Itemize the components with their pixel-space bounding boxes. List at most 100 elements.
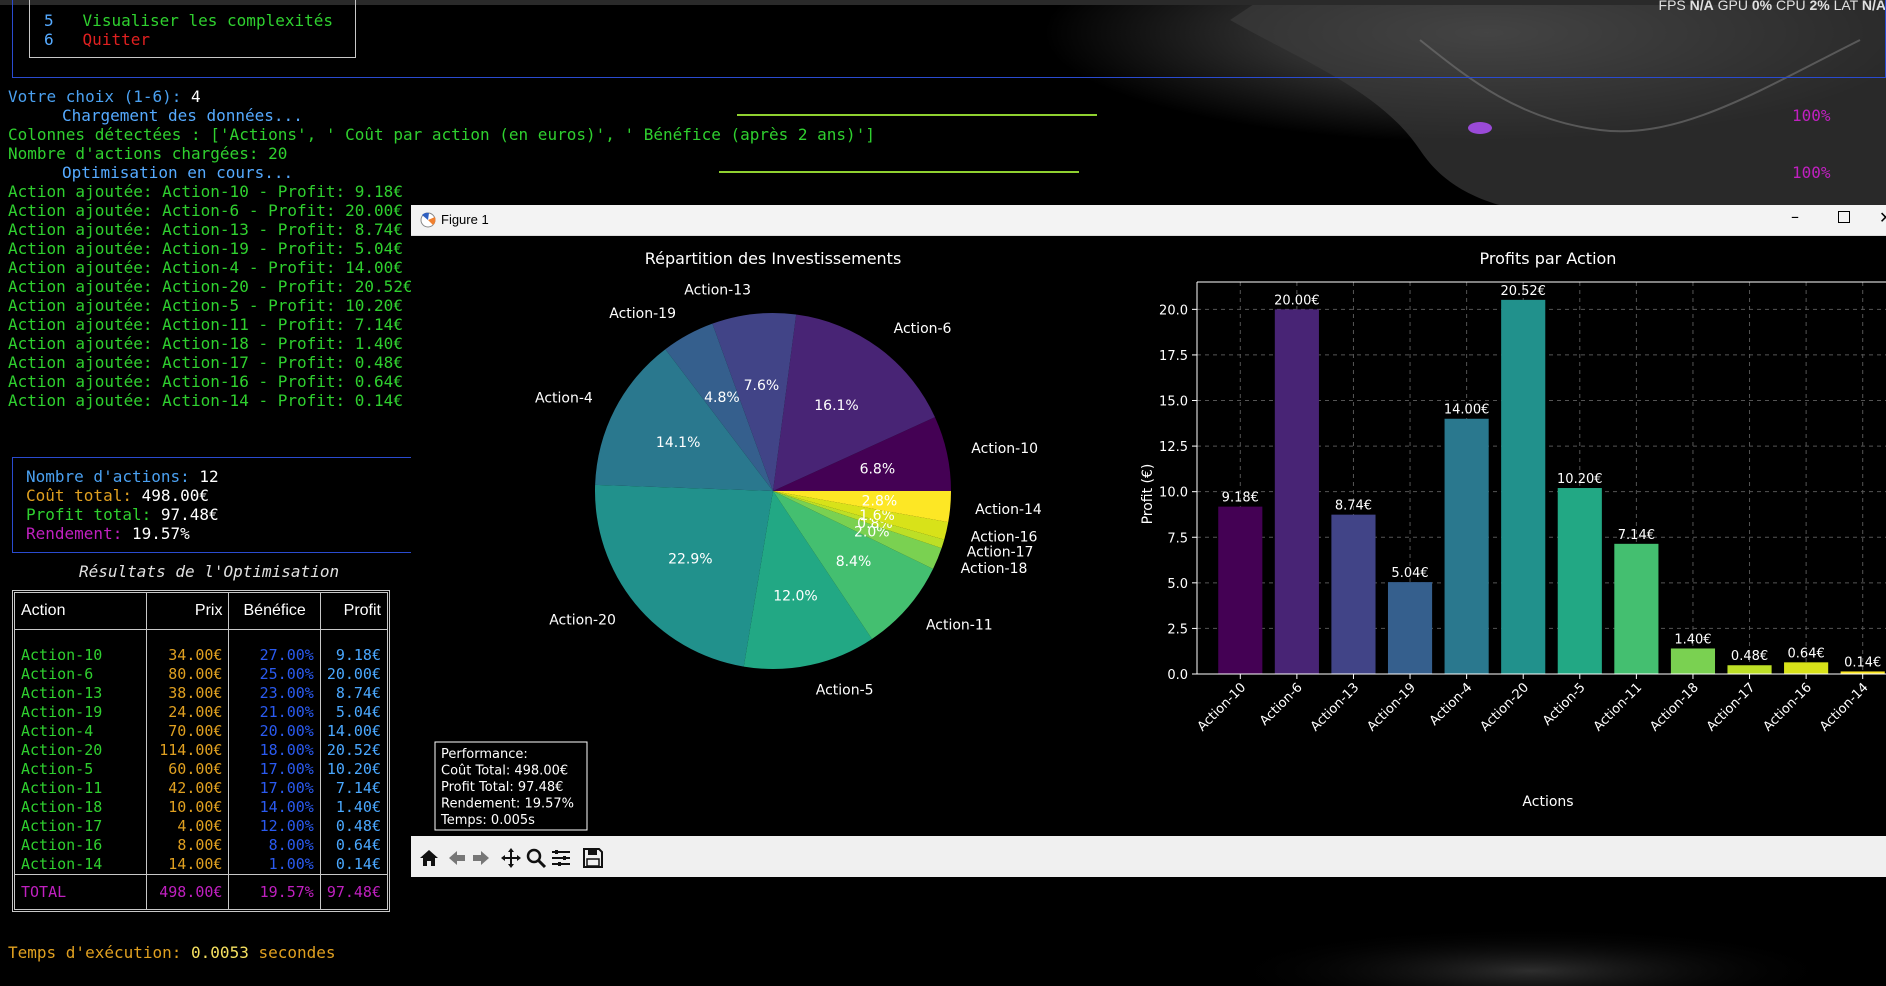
bar-xlabel: Actions [1522, 794, 1573, 810]
col-benefice-values: 27.00% 25.00% 23.00% 21.00% 20.00% 18.00% 17.0… [228, 629, 321, 875]
bar-value-label: 0.48€ [1731, 649, 1768, 664]
added-action-line: Action ajoutée: Action-4 - Profit: 14.00… [8, 258, 403, 277]
results-cell: 38.00€ [168, 684, 223, 702]
results-cell: Action-13 [21, 684, 103, 702]
forward-arrow-icon[interactable] [469, 846, 493, 870]
bar [1840, 671, 1885, 674]
bar-title: Profits par Action [1480, 249, 1617, 268]
results-cell: 0.64€ [335, 836, 381, 854]
bar [1614, 543, 1659, 674]
pie-slice [773, 491, 934, 639]
x-tick-label: Action-18 [1647, 680, 1701, 734]
figure-titlebar[interactable]: Figure 1 – ✕ [411, 205, 1886, 236]
y-tick-label: 0.0 [1167, 668, 1188, 683]
pie-pct-label: 16.1% [814, 398, 858, 414]
summary-profit: Profit total: 97.48€ [26, 505, 219, 524]
loading-line: Chargement des données... [62, 106, 303, 125]
results-cell: 5.04€ [335, 703, 381, 721]
pie-pct-label: 22.9% [668, 552, 712, 568]
results-cell: 14.00€ [168, 855, 223, 873]
summary-yield: Rendement: 19.57% [26, 524, 190, 543]
pie-pct-label: 8.4% [836, 554, 872, 570]
results-cell: 10.00€ [168, 798, 223, 816]
pie-slice [595, 349, 773, 491]
performance-text: Performance: Coût Total: 498.00€Profit To… [440, 747, 574, 828]
x-tick-label: Action-4 [1427, 680, 1476, 729]
x-tick-label: Action-16 [1761, 680, 1815, 734]
results-cell: 114.00€ [159, 741, 223, 759]
wallpaper-art [1000, 0, 1886, 986]
results-cell: 21.00% [259, 703, 314, 721]
results-cell: 60.00€ [168, 760, 223, 778]
top-status-strip [0, 0, 1886, 5]
pie-slice [773, 491, 951, 523]
pie-slice-label: Action-19 [609, 306, 676, 322]
performance-line: Performance: [441, 747, 528, 762]
summary-box [12, 457, 413, 553]
close-icon[interactable]: ✕ [1879, 208, 1886, 227]
back-arrow-icon[interactable] [445, 846, 469, 870]
pie-slice [773, 491, 942, 569]
results-cell: Action-17 [21, 817, 103, 835]
added-action-line: Action ajoutée: Action-17 - Profit: 0.48… [8, 353, 403, 372]
y-tick-label: 7.5 [1167, 531, 1188, 546]
total-benefice: 19.57% [228, 874, 321, 909]
results-cell: Action-19 [21, 703, 103, 721]
x-tick-label: Action-5 [1540, 680, 1589, 729]
bar-value-label: 5.04€ [1391, 566, 1428, 581]
results-cell: 7.14€ [335, 779, 381, 797]
performance-line: Rendement: 19.57% [441, 797, 574, 812]
results-cell: 20.00€ [326, 665, 381, 683]
menu-frame-bottom [12, 77, 1886, 78]
figure-canvas: Répartition des Investissements 6.8% Acti… [434, 249, 1886, 831]
added-action-line: Action ajoutée: Action-19 - Profit: 5.04… [8, 239, 403, 258]
pie-pct-label: 6.8% [860, 461, 896, 477]
bar [1784, 662, 1829, 674]
total-prix: 498.00€ [146, 874, 229, 909]
results-cell: 20.52€ [326, 741, 381, 759]
results-cell: 23.00% [259, 684, 314, 702]
pan-move-icon[interactable] [499, 846, 523, 870]
results-cell: 27.00% [259, 646, 314, 664]
results-cell: 1.00% [268, 855, 314, 873]
col-header-benefice: Bénéfice [228, 593, 321, 630]
y-tick-label: 2.5 [1167, 622, 1188, 637]
save-icon[interactable] [581, 846, 605, 870]
columns-line: Colonnes détectées : ['Actions', ' Coût … [8, 125, 875, 144]
results-cell: 8.00% [268, 836, 314, 854]
maximize-icon[interactable] [1838, 211, 1850, 223]
bar-value-label: 7.14€ [1618, 528, 1655, 543]
y-tick-label: 10.0 [1159, 486, 1188, 501]
bar [1727, 665, 1772, 674]
pie-slice-label: Action-16 [971, 530, 1038, 546]
pie-slice [773, 491, 949, 540]
results-cell: 20.00% [259, 722, 314, 740]
results-cell: 25.00% [259, 665, 314, 683]
x-tick-label: Action-14 [1817, 680, 1871, 734]
results-cell: 14.00% [259, 798, 314, 816]
zoom-icon[interactable] [524, 846, 548, 870]
x-tick-label: Action-11 [1591, 680, 1645, 734]
pie-pct-label: 14.1% [656, 435, 700, 451]
results-cell: 34.00€ [168, 646, 223, 664]
pie-pct-label: 2.8% [862, 493, 898, 509]
pie-slice [773, 314, 935, 491]
configure-subplots-icon[interactable] [549, 846, 573, 870]
pie-slice-label: Action-4 [535, 391, 593, 407]
results-cell: 17.00% [259, 760, 314, 778]
total-profit: 97.48€ [319, 874, 387, 909]
results-cell: Action-4 [21, 722, 94, 740]
results-cell: 14.00€ [326, 722, 381, 740]
home-icon[interactable] [417, 846, 441, 870]
results-cell: Action-20 [21, 741, 103, 759]
bar-value-label: 0.14€ [1844, 655, 1881, 670]
pie-pct-label: 1.6% [859, 508, 895, 524]
results-cell: 42.00€ [168, 779, 223, 797]
choice-prompt: Votre choix (1-6): 4 [8, 87, 201, 106]
minimize-icon[interactable]: – [1791, 207, 1799, 226]
menu-item-6[interactable]: 6 Quitter [44, 30, 150, 49]
menu-item-5[interactable]: 5 Visualiser les complexités [44, 11, 333, 30]
bar-chart: 0.0 2.5 5.0 7.5 10.0 12.5 15.0 17.5 20.0 9.18€ Act… [1159, 281, 1886, 735]
x-tick-label: Action-10 [1195, 680, 1249, 734]
matplotlib-app-icon [420, 212, 436, 228]
